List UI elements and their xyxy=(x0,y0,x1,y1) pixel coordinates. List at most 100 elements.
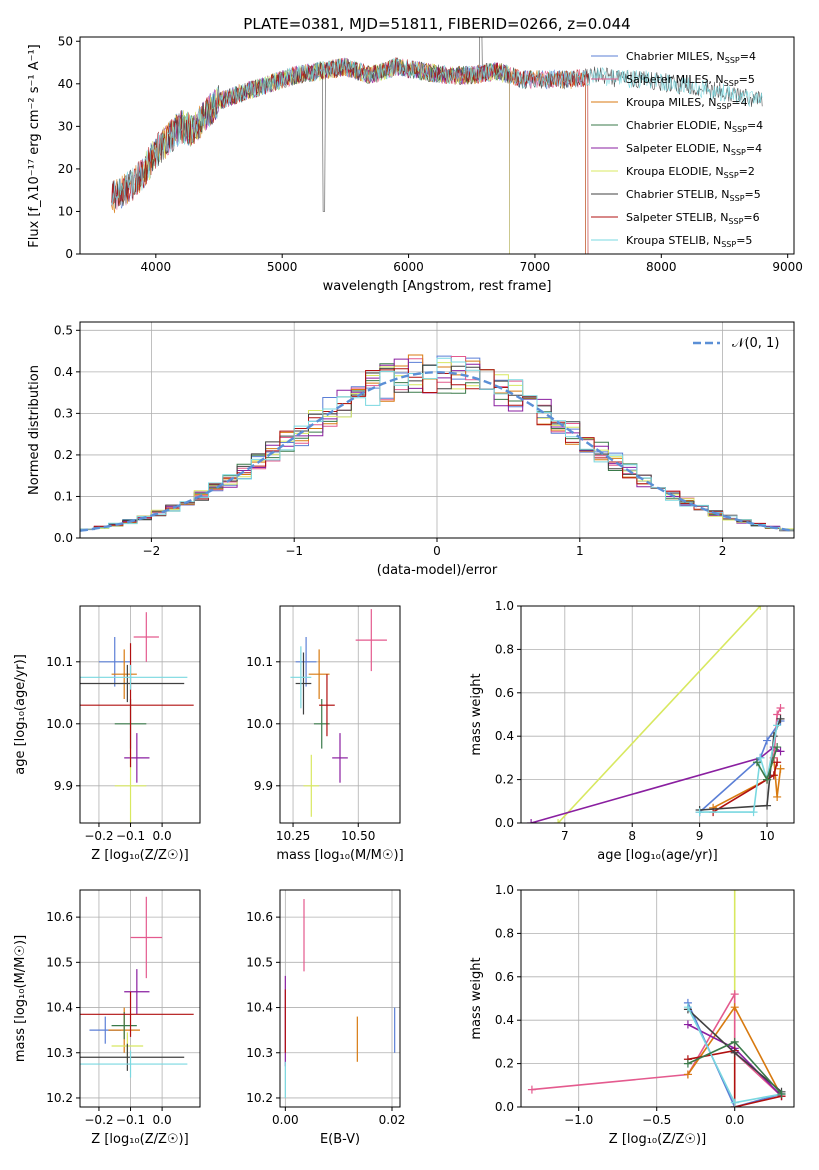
y-axis-label: age [log₁₀(age/yr)] xyxy=(13,654,28,775)
y-tick-label: 10.3 xyxy=(46,1046,73,1060)
histogram-kroupa-stelib xyxy=(80,357,794,531)
errorbar-point-chabrier-miles xyxy=(295,637,317,687)
series-marker xyxy=(773,792,782,801)
spectrum-line-kroupa-elodie xyxy=(142,58,510,254)
series-marker xyxy=(777,1089,786,1098)
x-tick-label: −2 xyxy=(143,544,161,558)
x-tick-label: 4000 xyxy=(141,260,172,274)
y-tick-label: 10.1 xyxy=(46,655,73,669)
series-marker xyxy=(756,606,765,610)
y-axis-label: mass weight xyxy=(469,673,484,755)
errorbar-point-salpeter-miles xyxy=(355,609,387,672)
spectrum-line-chabrier-stelib xyxy=(111,37,763,212)
axes-frame xyxy=(520,889,795,1108)
axes-frame xyxy=(520,605,795,824)
y-tick-label: 0.4 xyxy=(54,365,73,379)
errorbar-point-chabrier-elodie xyxy=(111,1012,137,1040)
axes-frame xyxy=(279,889,401,1108)
y-tick-label: 0.2 xyxy=(495,1057,514,1071)
errorbar-point-salpeter-elodie xyxy=(124,733,150,783)
charts-group: 4000 5000 6000 7000 8000 900001020304050wavel… xyxy=(13,34,803,1147)
y-tick-label: 0.2 xyxy=(54,448,73,462)
x-tick-label: 0.0 xyxy=(153,829,172,843)
series-line xyxy=(557,606,761,823)
y-axis-label: Normed distribution xyxy=(27,365,42,495)
series-marker xyxy=(763,736,772,745)
legend-entry: Salpeter STELIB, NSSP=6 xyxy=(626,211,760,226)
x-axis-label: Z [log₁₀(Z/Z☉)] xyxy=(91,1132,188,1147)
plot-area-mass_vs_EBV xyxy=(280,890,400,1107)
y-tick-label: 0.6 xyxy=(495,970,514,984)
legend-entry: Chabrier STELIB, NSSP=5 xyxy=(626,188,761,203)
y-tick-label: 0.2 xyxy=(495,773,514,787)
spectrum-line-salpeter-miles xyxy=(111,58,586,254)
y-tick-label: 10.4 xyxy=(46,1001,73,1015)
errorbar-point-kroupa-stelib xyxy=(80,1050,188,1078)
y-tick-label: 0.8 xyxy=(495,642,514,656)
series-marker xyxy=(730,1037,739,1046)
x-tick-label: 0.02 xyxy=(379,1113,406,1127)
errorbar-point-chabrier-stelib xyxy=(80,664,185,703)
errorbar-point-salpeter-miles xyxy=(133,612,159,662)
spectrum-line-kroupa-stelib xyxy=(111,57,763,206)
errorbar-point-salpeter-elodie xyxy=(332,733,348,783)
errorbar-point-salpeter-miles xyxy=(130,896,163,979)
x-tick-label: 0.0 xyxy=(725,1113,744,1127)
y-tick-label: 30 xyxy=(58,119,73,133)
errorbar-point-kroupa-stelib xyxy=(290,646,312,709)
series-marker xyxy=(773,710,782,719)
x-tick-label: −0.1 xyxy=(116,1113,145,1127)
x-tick-label: 9 xyxy=(696,829,704,843)
series-marker xyxy=(527,819,536,823)
y-tick-label: 10.0 xyxy=(246,717,273,731)
y-tick-label: 0.1 xyxy=(54,489,73,503)
x-tick-label: 10 xyxy=(759,829,774,843)
series-marker xyxy=(730,890,739,894)
y-tick-label: 0.5 xyxy=(54,323,73,337)
errorbar-point-kroupa-miles xyxy=(111,649,137,699)
y-tick-label: 10 xyxy=(58,204,73,218)
series-marker xyxy=(695,808,704,817)
y-tick-label: 10.0 xyxy=(46,717,73,731)
series-marker xyxy=(683,1070,692,1079)
panel-mass_vs_EBV: 0.00 0.02 10.2 10.3 10.4 10.5 10.6 E(B-V) xyxy=(246,889,406,1147)
panel-massweight_vs_Z: −1.0 −0.5 0.0 0.0 0.2 0.4 0.6 0.8 1.0 Z [log₁₀(Z/… xyxy=(469,883,795,1147)
histogram-salpeter-stelib xyxy=(80,368,794,531)
series-marker xyxy=(763,775,772,784)
series-marker xyxy=(749,808,758,817)
series-marker xyxy=(554,819,563,823)
x-tick-label: 10.50 xyxy=(341,829,375,843)
series-marker xyxy=(683,1020,692,1029)
y-tick-label: 1.0 xyxy=(495,599,514,613)
x-tick-label: 8 xyxy=(628,829,636,843)
series-marker xyxy=(683,1059,692,1068)
panel-age_vs_Z: −0.2 −0.1 0.0 9.9 10.0 10.1 Z [log₁₀(Z/Z☉)] age… xyxy=(13,605,201,863)
series-marker xyxy=(773,721,782,730)
series-line xyxy=(699,725,778,813)
x-tick-label: −0.2 xyxy=(84,829,113,843)
x-tick-label: 2 xyxy=(719,544,727,558)
normal-reference-curve xyxy=(80,371,794,532)
legend-entry: Salpeter ELODIE, NSSP=4 xyxy=(626,142,762,157)
plot-area-mass_vs_Z xyxy=(80,890,200,1107)
plot-area-massweight_vs_Z xyxy=(521,890,794,1107)
spectrum-line-chabrier-miles xyxy=(111,57,586,254)
y-tick-label: 10.2 xyxy=(46,1091,73,1105)
y-tick-label: 10.2 xyxy=(246,1091,273,1105)
series-marker xyxy=(776,703,785,712)
y-tick-label: 0.4 xyxy=(495,1013,514,1027)
y-tick-label: 40 xyxy=(58,77,73,91)
x-axis-label: (data-model)/error xyxy=(377,563,498,578)
y-tick-label: 1.0 xyxy=(495,883,514,897)
x-tick-label: 6000 xyxy=(393,260,424,274)
panel-residuals: −2 −1 0 1 2 0.0 0.1 0.2 0.3 0.4 0.5 (data-model)/er… xyxy=(27,321,795,578)
axes-frame xyxy=(79,605,201,824)
panel-massweight_vs_age: 7 8 9 10 0.0 0.2 0.4 0.6 0.8 1.0 age [log₁₀(age/yr… xyxy=(469,599,795,863)
panel-age_vs_mass: 10.25 10.50 9.9 10.0 10.1 mass [log₁₀(M/M☉)] xyxy=(246,605,404,863)
errorbar-point-salpeter-stelib xyxy=(319,674,335,737)
plot-area-age_vs_mass xyxy=(280,606,400,823)
x-axis-label: Z [log₁₀(Z/Z☉)] xyxy=(609,1132,706,1147)
errorbar-point-chabrier-stelib xyxy=(80,1043,185,1071)
axes-frame xyxy=(79,36,795,255)
y-tick-label: 10.6 xyxy=(246,910,273,924)
